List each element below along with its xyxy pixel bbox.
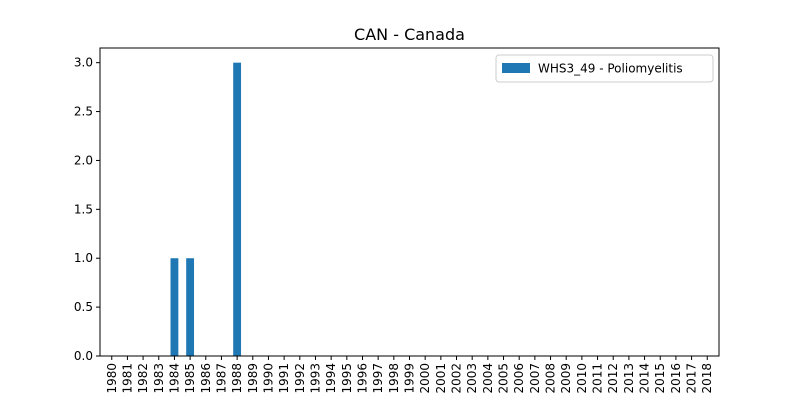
x-tick-label: 2003	[465, 363, 479, 394]
x-tick-label: 1998	[387, 363, 401, 394]
x-tick-label: 2018	[700, 363, 714, 394]
legend-swatch	[502, 63, 530, 73]
x-tick-label: 2001	[434, 363, 448, 394]
x-tick-label: 1995	[340, 363, 354, 394]
y-tick-label: 3.0	[74, 56, 93, 70]
x-tick-label: 2006	[512, 363, 526, 394]
x-tick-label: 1988	[230, 363, 244, 394]
x-tick-label: 2010	[575, 363, 589, 394]
x-tick-label: 1997	[371, 363, 385, 394]
x-tick-label: 2008	[544, 363, 558, 394]
x-tick-label: 1990	[261, 363, 275, 394]
x-tick-label: 1992	[293, 363, 307, 394]
bars-group	[170, 62, 242, 357]
x-tick-label: 2016	[669, 363, 683, 394]
x-tick-label: 1996	[355, 363, 369, 394]
x-tick-label: 2011	[591, 363, 605, 394]
x-tick-label: 1999	[403, 363, 417, 394]
y-tick-label: 2.0	[74, 153, 93, 167]
x-tick-label: 1994	[324, 363, 338, 394]
x-axis: 1980 1981 1982 1983 1984 1985 1986 1987 1988 1989…	[105, 356, 714, 394]
x-tick-label: 1987	[214, 363, 228, 394]
legend: WHS3_49 - Poliomyelitis	[495, 54, 714, 83]
x-tick-label: 1986	[199, 363, 213, 394]
y-tick-label: 1.0	[74, 251, 93, 265]
x-tick-label: 1989	[246, 363, 260, 394]
bar-1984	[170, 258, 179, 356]
x-tick-label: 2004	[481, 363, 495, 394]
x-tick-label: 2002	[450, 363, 464, 394]
x-tick-label: 2013	[622, 363, 636, 394]
x-tick-label: 1981	[120, 363, 134, 394]
y-axis: 0.0 0.5 1.0 1.5 2.0 2.5 3.0	[74, 56, 100, 363]
x-tick-label: 2015	[653, 363, 667, 394]
x-tick-label: 2007	[528, 363, 542, 394]
y-tick-label: 2.5	[74, 105, 93, 119]
bar-1985	[186, 258, 195, 356]
x-tick-label: 2000	[418, 363, 432, 394]
x-tick-label: 1980	[105, 363, 119, 394]
y-tick-label: 1.5	[74, 202, 93, 216]
x-tick-label: 2017	[685, 363, 699, 394]
x-tick-label: 1991	[277, 363, 291, 394]
legend-box	[495, 54, 714, 83]
chart-title: CAN - Canada	[354, 25, 465, 44]
x-tick-label: 1982	[136, 363, 150, 394]
legend-label: WHS3_49 - Poliomyelitis	[538, 62, 683, 76]
x-tick-label: 1983	[152, 363, 166, 394]
x-tick-label: 1993	[308, 363, 322, 394]
y-tick-label: 0.5	[74, 300, 93, 314]
x-tick-label: 2005	[497, 363, 511, 394]
x-tick-label: 2012	[606, 363, 620, 394]
x-tick-label: 1984	[167, 363, 181, 394]
x-tick-label: 2014	[638, 363, 652, 394]
x-tick-label: 1985	[183, 363, 197, 394]
plot-frame	[99, 47, 720, 357]
y-tick-label: 0.0	[74, 349, 93, 363]
bar-1988	[233, 62, 242, 357]
x-tick-label: 2009	[559, 363, 573, 394]
